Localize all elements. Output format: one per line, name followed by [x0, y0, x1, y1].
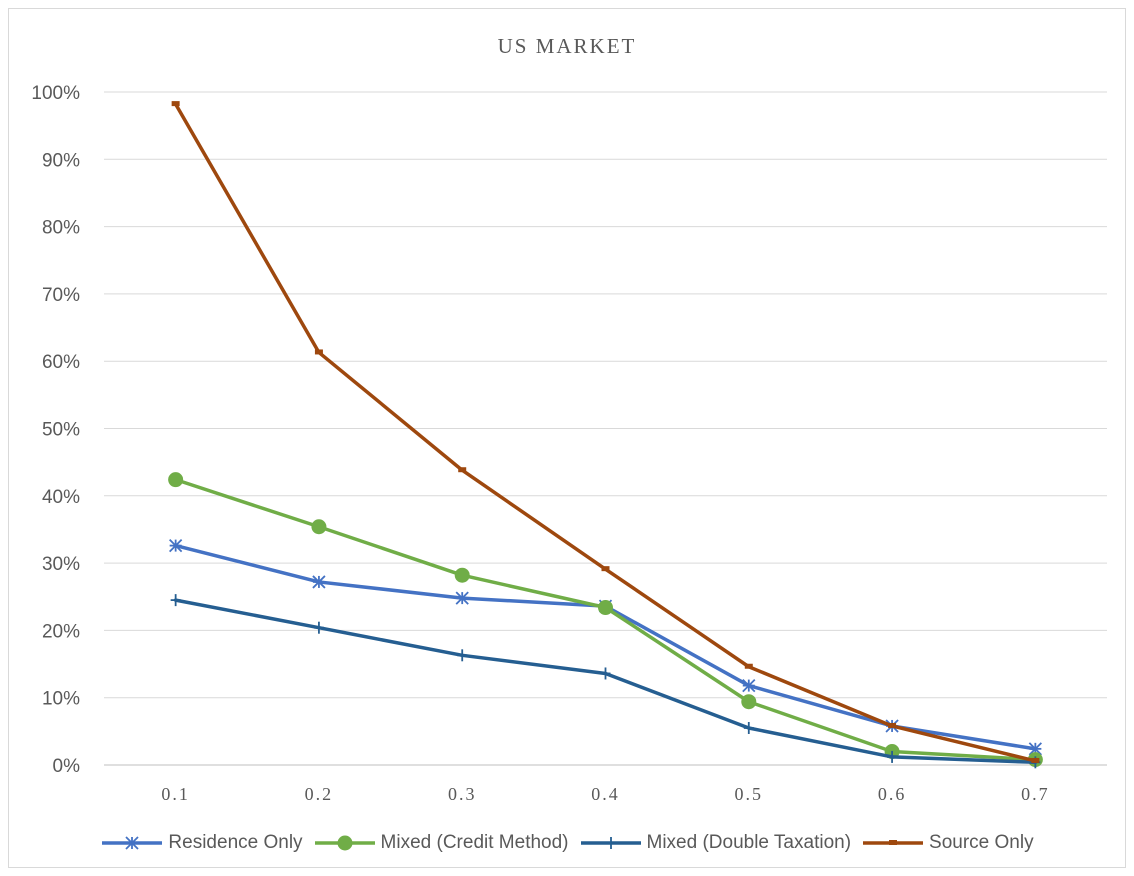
y-tick-label: 80% [42, 218, 80, 239]
y-tick-label: 10% [42, 689, 80, 710]
legend-swatch [863, 840, 924, 845]
data-point [312, 575, 326, 589]
legend-marker [337, 835, 353, 851]
legend-item: Residence Only [100, 832, 303, 854]
chart-title: US MARKET [497, 34, 637, 58]
series-0 [169, 538, 1042, 756]
x-tick-label: 0.6 [878, 784, 907, 804]
x-tick-label: 0.1 [161, 784, 190, 804]
data-point [1031, 757, 1040, 763]
data-point [169, 538, 183, 553]
data-point [600, 667, 611, 680]
legend-label: Mixed (Credit Method) [380, 832, 569, 853]
series-1 [168, 472, 1043, 768]
data-point [744, 663, 753, 669]
y-tick-label: 100% [31, 83, 80, 104]
data-point [458, 467, 467, 473]
data-point [455, 591, 469, 605]
data-point [743, 721, 754, 734]
y-tick-label: 40% [42, 487, 80, 508]
data-point [454, 567, 470, 583]
gridlines [104, 91, 1107, 766]
x-tick-label: 0.3 [448, 784, 477, 804]
data-point [598, 600, 613, 616]
series-line [173, 477, 1038, 762]
series-2 [170, 594, 1041, 769]
legend-item: Source Only [861, 832, 1034, 854]
legend-swatch [580, 837, 641, 849]
data-point [457, 649, 468, 662]
y-tick-label: 60% [42, 352, 80, 373]
x-tick-label: 0.5 [735, 784, 764, 804]
data-point [314, 349, 323, 355]
chart-legend: Residence Only Mixed (Credit Method) Mixed… [0, 828, 1134, 858]
series-line [173, 543, 1038, 751]
data-point [311, 519, 327, 535]
data-point [170, 594, 181, 607]
x-tick-label: 0.2 [305, 784, 334, 804]
data-point [171, 101, 180, 107]
y-tick-label: 90% [42, 150, 80, 171]
legend-marker [125, 836, 140, 850]
legend-item: Mixed (Credit Method) [313, 832, 569, 854]
legend-marker [605, 837, 616, 849]
legend-marker [889, 840, 898, 845]
data-point [313, 621, 324, 634]
data-point [601, 566, 610, 572]
series-lines [168, 101, 1043, 769]
data-point [168, 472, 184, 488]
legend-label: Residence Only [168, 832, 303, 853]
x-axis-ticks: 0.1 0.2 0.3 0.4 0.5 0.6 0.7 [161, 784, 1050, 804]
series-line [173, 598, 1038, 765]
y-axis-ticks: 0% 10% 20% 30% 40% 50% 60% 70% 80% 90% 100% [31, 83, 80, 777]
legend-item: Mixed (Double Taxation) [579, 832, 852, 854]
data-point [742, 678, 756, 693]
x-tick-label: 0.4 [591, 784, 620, 804]
legend-swatch [102, 836, 163, 850]
chart-frame [8, 8, 1126, 868]
legend-label: Mixed (Double Taxation) [646, 832, 852, 853]
data-point [1028, 742, 1042, 756]
x-tick-label: 0.7 [1021, 784, 1050, 804]
series-3 [171, 101, 1040, 763]
data-point [741, 694, 757, 710]
legend-label: Source Only [929, 832, 1034, 853]
series-line [173, 102, 1038, 763]
y-tick-label: 50% [42, 420, 80, 441]
legend-swatch [314, 835, 375, 851]
data-point [887, 750, 898, 763]
y-tick-label: 30% [42, 554, 80, 575]
data-point [888, 722, 897, 728]
y-tick-label: 0% [53, 756, 81, 777]
y-tick-label: 20% [42, 621, 80, 642]
y-tick-label: 70% [42, 285, 80, 306]
